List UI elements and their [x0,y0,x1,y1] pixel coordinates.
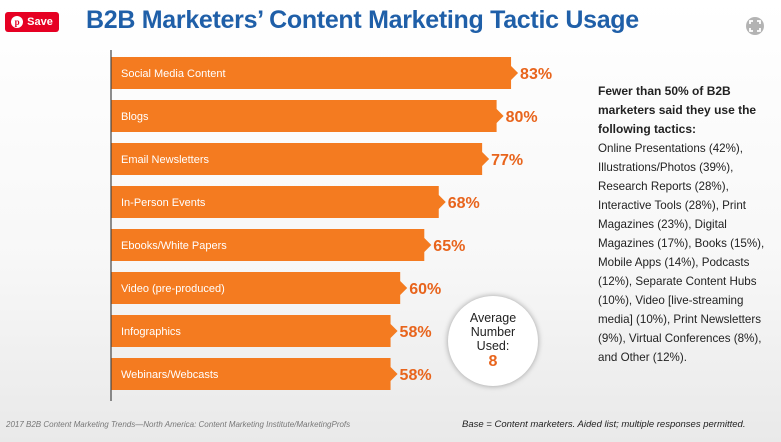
pinterest-save-button[interactable]: p Save [5,12,59,32]
bar [111,100,504,132]
category-label: Email Newsletters [121,154,210,166]
side-note-body: Online Presentations (42%), Illustration… [598,142,765,364]
expand-icon [749,20,761,32]
data-label: 58% [400,324,432,341]
data-label: 80% [506,109,538,126]
data-label: 65% [433,238,465,255]
save-button-label: Save [27,16,53,28]
bar [111,57,519,89]
category-label: Blogs [121,111,149,123]
bar [111,186,446,218]
bar [111,143,490,175]
data-label: 83% [520,66,552,83]
data-label: 77% [491,152,523,169]
category-label: Social Media Content [121,68,226,80]
side-note: Fewer than 50% of B2B marketers said the… [598,82,778,367]
source-note: 2017 B2B Content Marketing Trends—North … [6,420,351,429]
average-value: 8 [488,353,498,370]
bar [111,315,398,347]
bar [111,272,408,304]
data-label: 58% [400,367,432,384]
category-label: Ebooks/White Papers [121,240,227,252]
average-label: Average Number Used: [469,311,517,353]
average-callout: Average Number Used: 8 [448,296,538,386]
category-label: Video (pre-produced) [121,283,225,295]
chart-title: B2B Marketers’ Content Marketing Tactic … [86,6,639,34]
side-note-lead: Fewer than 50% of B2B marketers said the… [598,84,757,136]
category-label: Webinars/Webcasts [121,369,219,381]
pinterest-icon: p [11,16,24,28]
base-note: Base = Content marketers. Aided list; mu… [462,419,746,430]
expand-button[interactable] [746,17,764,35]
category-label: In-Person Events [121,197,206,209]
bar [111,229,432,261]
bar [111,358,398,390]
data-label: 68% [448,195,480,212]
data-label: 60% [409,281,441,298]
category-label: Infographics [121,326,181,338]
